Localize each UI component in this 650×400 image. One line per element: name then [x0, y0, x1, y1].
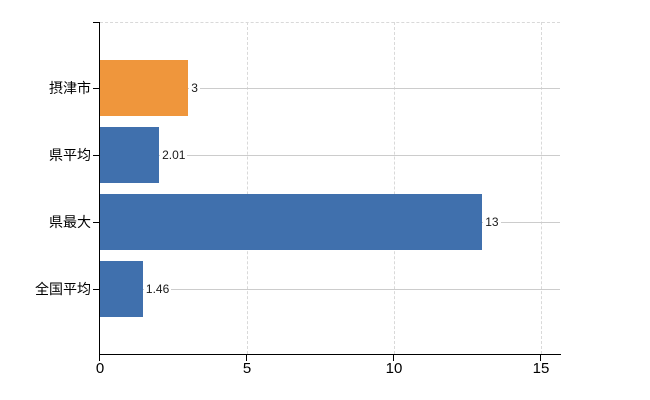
gridline-10: [394, 22, 395, 354]
category-tick: [93, 155, 100, 157]
x-axis-tick-label-0: 0: [95, 360, 105, 377]
category-label-県最大: 県最大: [49, 213, 91, 230]
gridline-5: [247, 22, 248, 354]
x-axis-tick-label-10: 10: [385, 360, 403, 377]
x-axis-tick-label-15: 15: [532, 360, 550, 377]
gridline-15: [541, 22, 542, 354]
category-label-県平均: 県平均: [49, 147, 91, 164]
x-axis-tick-0: [99, 355, 101, 361]
value-leader-line: [159, 155, 560, 157]
bar-県最大: [100, 193, 483, 250]
x-axis-tick-15: [540, 355, 542, 361]
x-axis-tick-label-5: 5: [242, 360, 252, 377]
plot-area: 3 2.01 13 1.46: [100, 22, 560, 354]
category-label-全国平均: 全国平均: [35, 280, 91, 297]
bar-value-label: 3: [189, 81, 200, 96]
y-axis-line: [99, 22, 100, 361]
bar-全国平均: [100, 260, 143, 317]
category-label-摂津市: 摂津市: [49, 80, 91, 97]
bar-県平均: [100, 127, 160, 184]
category-tick: [93, 221, 100, 223]
bar-value-label: 2.01: [160, 148, 188, 163]
bar-value-label: 1.46: [143, 281, 172, 296]
bar-value-label: 13: [483, 214, 501, 229]
category-tick: [93, 88, 100, 90]
x-axis-tick-5: [246, 355, 248, 361]
value-leader-line: [142, 288, 560, 290]
value-leader-line: [482, 221, 560, 223]
x-axis-line: [100, 354, 561, 355]
x-axis-tick-10: [393, 355, 395, 361]
plot-top-border: [100, 22, 560, 23]
value-leader-line: [188, 88, 560, 90]
y-axis-top-tick: [93, 22, 100, 23]
bar-摂津市: [100, 60, 189, 117]
category-tick: [93, 288, 100, 290]
